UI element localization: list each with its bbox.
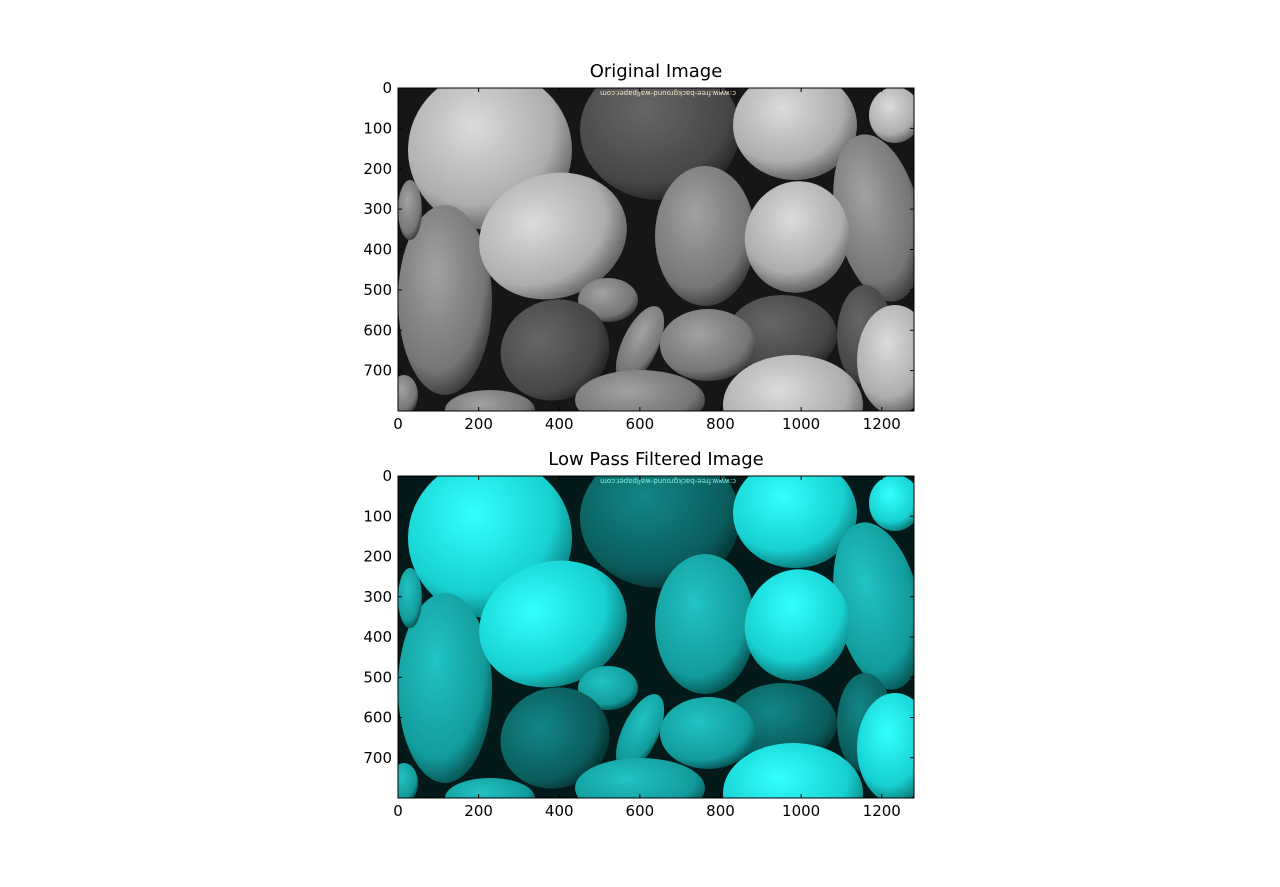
pebble [445,778,535,798]
pebble [398,593,492,783]
x-tick-label: 400 [545,415,574,433]
y-tick-label: 100 [363,119,392,137]
pebble [578,666,638,710]
pebble [479,560,627,688]
panel-original: Original Image c:www.fre [363,61,915,433]
pebble [575,758,705,798]
pebble [615,694,665,772]
y-tick-label: 600 [363,709,392,727]
x-tick-label: 600 [626,415,655,433]
pebble [857,693,914,798]
y-tick-label: 300 [363,588,392,606]
pebble [744,181,850,293]
y-tick-label: 600 [363,321,392,339]
pebble [727,683,837,763]
y-tick-label: 0 [382,467,392,485]
pebble [398,180,422,240]
panel-title: Low Pass Filtered Image [548,449,764,470]
pebble [398,568,422,628]
pebble [727,295,837,375]
y-tick-label: 700 [363,749,392,767]
y-tick-label: 300 [363,200,392,218]
pebble [500,687,610,789]
y-tick-label: 100 [363,507,392,525]
y-tick-label: 700 [363,362,392,380]
y-tick-label: 0 [382,79,392,97]
pebble [723,743,863,798]
pebble-photo-cyan [398,476,914,798]
pebble [655,166,755,306]
y-tick-label: 400 [363,241,392,259]
watermark: c:www.free-background-wallpaper.com [600,477,736,485]
pebble [398,763,418,798]
x-tick-label: 200 [464,802,493,820]
pebble [398,205,492,395]
x-tick-label: 1200 [863,415,901,433]
x-tick-label: 800 [706,802,735,820]
y-tick-label: 500 [363,281,392,299]
panel-title: Original Image [590,61,723,82]
x-tick-label: 1200 [863,802,901,820]
pebble [578,278,638,322]
x-tick-label: 400 [545,802,574,820]
pebble [445,390,535,411]
panel-low-pass: Low Pass Filtered Image c:www.f [363,449,915,820]
x-tick-label: 800 [706,415,735,433]
pebble [398,375,418,411]
pebble [869,476,914,531]
axis-ticks: 0 200 400 600 800 1000 1200 0 100 200 300 400 500 600… [363,79,914,433]
pebble [869,88,914,143]
x-tick-label: 0 [393,802,403,820]
x-tick-label: 0 [393,415,403,433]
pebble [660,309,756,381]
x-tick-label: 600 [626,802,655,820]
x-tick-label: 1000 [782,415,820,433]
pebble [744,569,850,681]
pebble-photo-grayscale [398,88,914,411]
pebble [479,172,627,300]
pebble [575,370,705,411]
y-tick-label: 400 [363,628,392,646]
pebble [733,88,857,180]
pebble [857,305,914,411]
y-tick-label: 200 [363,160,392,178]
y-tick-label: 500 [363,668,392,686]
pebble [660,697,756,769]
pebble [723,355,863,411]
x-tick-label: 200 [464,415,493,433]
pebble [833,522,914,690]
axis-ticks: 0 200 400 600 800 1000 1200 0 100 200 300 400 500 600… [363,467,914,820]
pebble [500,299,610,401]
watermark: c:www.free-background-wallpaper.com [600,89,736,97]
y-tick-label: 200 [363,548,392,566]
pebble [655,554,755,694]
pebble [833,134,914,302]
pebble [615,306,665,384]
pebble [733,476,857,568]
x-tick-label: 1000 [782,802,820,820]
